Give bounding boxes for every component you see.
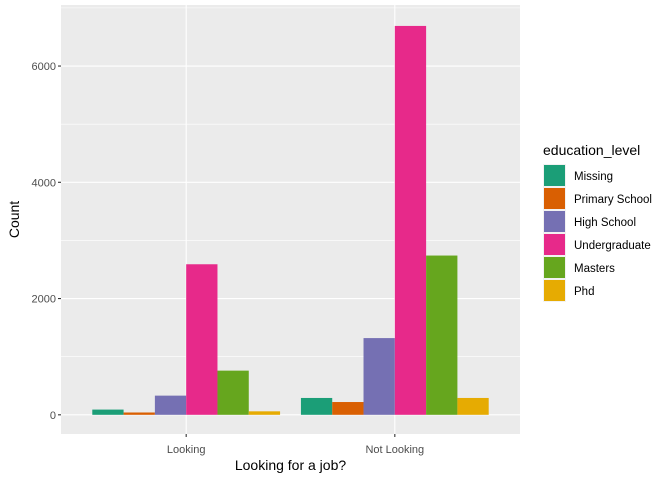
legend-title: education_level (543, 142, 640, 158)
y-tick-label: 4000 (32, 177, 56, 189)
bar (186, 264, 218, 415)
x-axis-ticks: Looking Not Looking (167, 434, 424, 456)
bar (123, 412, 155, 415)
bar (332, 402, 364, 415)
bar (248, 411, 281, 415)
legend-key-swatch (544, 280, 565, 301)
bar (300, 397, 333, 415)
legend-label: High School (574, 217, 636, 229)
bar (457, 397, 489, 415)
y-axis-title: Count (6, 201, 22, 238)
legend-key-swatch (544, 234, 565, 255)
legend-key-swatch (544, 188, 565, 209)
bar (154, 395, 187, 415)
legend: education_level Missing Primary School Hig… (543, 142, 652, 302)
x-tick-label: Not Looking (365, 444, 424, 456)
bar (92, 409, 124, 415)
legend-label: Undergraduate (574, 240, 651, 252)
bar (363, 338, 395, 415)
y-tick-label: 6000 (32, 61, 56, 73)
legend-key-swatch (544, 165, 565, 186)
bar (394, 25, 427, 415)
legend-label: Phd (574, 286, 594, 298)
bar (426, 255, 458, 415)
legend-label: Masters (574, 263, 615, 275)
y-axis-ticks: 0 2000 4000 6000 (32, 61, 61, 422)
legend-label: Primary School (574, 194, 652, 206)
x-tick-label: Looking (167, 444, 206, 456)
legend-key-swatch (544, 257, 565, 278)
y-tick-label: 2000 (32, 294, 56, 306)
legend-label: Missing (574, 171, 613, 183)
legend-key-swatch (544, 211, 565, 232)
x-axis-title: Looking for a job? (235, 457, 347, 473)
bars-group (92, 25, 489, 415)
y-tick-label: 0 (50, 410, 56, 422)
bar (217, 370, 249, 415)
